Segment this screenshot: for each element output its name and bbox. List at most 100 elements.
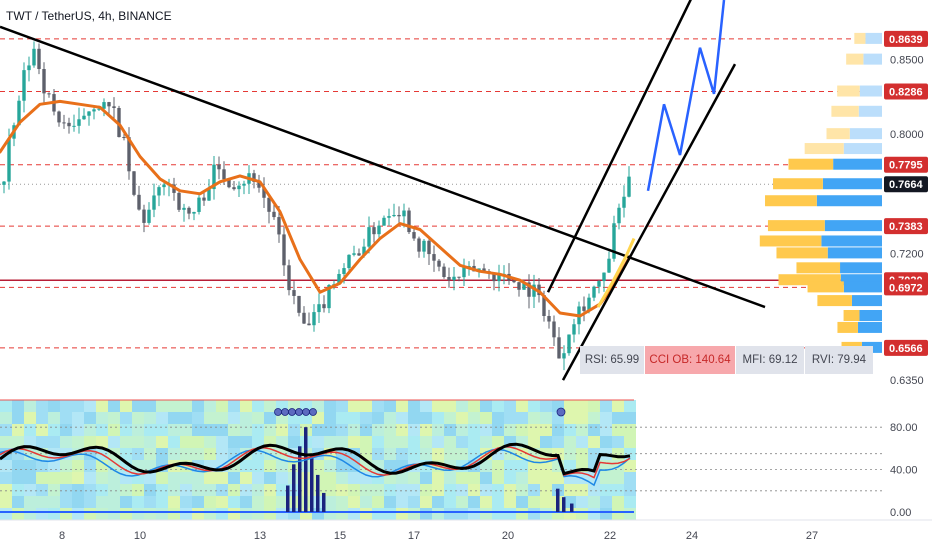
heat-cell: [48, 484, 60, 496]
heat-cell: [348, 508, 360, 520]
candle-body: [317, 304, 321, 313]
heat-cell: [84, 460, 96, 472]
candle-body: [72, 125, 76, 127]
heat-cell: [492, 424, 504, 436]
heat-cell: [216, 436, 228, 448]
price-badge: [884, 156, 928, 173]
heat-cell: [240, 436, 252, 448]
candle-body: [447, 277, 451, 281]
candle-body: [612, 223, 616, 259]
heat-cell: [528, 412, 540, 424]
heat-cell: [252, 508, 264, 520]
heat-cell: [0, 436, 12, 448]
heat-cell: [156, 472, 168, 484]
heat-cell: [312, 460, 324, 472]
heat-cell: [516, 484, 528, 496]
heat-cell: [540, 424, 552, 436]
heat-cell: [432, 424, 444, 436]
heat-cell: [156, 412, 168, 424]
heat-cell: [60, 484, 72, 496]
heat-cell: [480, 400, 492, 412]
candle-body: [67, 122, 71, 127]
heat-cell: [108, 484, 120, 496]
heat-cell: [0, 496, 12, 508]
vp-buy-bar: [843, 143, 882, 155]
heat-cell: [192, 436, 204, 448]
candle-body: [627, 176, 631, 197]
vp-buy-bar: [840, 274, 882, 286]
candle-body: [97, 108, 101, 110]
heat-cell: [516, 400, 528, 412]
osc-histogram-bar: [286, 485, 290, 512]
candle-body: [237, 185, 241, 190]
heat-cell: [612, 424, 624, 436]
signal-marker-icon: [309, 408, 317, 416]
candle-body: [617, 207, 621, 224]
heat-cell: [612, 484, 624, 496]
osc-histogram-bar: [310, 453, 314, 512]
heat-cell: [336, 496, 348, 508]
candle-body: [432, 254, 436, 261]
heat-cell: [624, 460, 636, 472]
price-badge: [884, 30, 928, 47]
heat-cell: [240, 400, 252, 412]
heat-cell: [192, 472, 204, 484]
vp-buy-bar: [824, 220, 882, 232]
heat-cell: [144, 436, 156, 448]
heat-cell: [24, 460, 36, 472]
heat-cell: [576, 436, 588, 448]
candle-body: [2, 181, 6, 185]
heat-cell: [432, 496, 444, 508]
osc-histogram-bar: [304, 427, 308, 512]
heat-cell: [564, 412, 576, 424]
candle-body: [87, 111, 91, 116]
heat-cell: [336, 424, 348, 436]
heat-cell: [444, 436, 456, 448]
heat-cell: [348, 400, 360, 412]
vp-buy-bar: [827, 247, 882, 259]
heat-cell: [72, 436, 84, 448]
heat-cell: [12, 460, 24, 472]
heat-cell: [168, 508, 180, 520]
heat-cell: [372, 412, 384, 424]
heat-cell: [324, 508, 336, 520]
heat-cell: [240, 484, 252, 496]
heat-cell: [216, 496, 228, 508]
candle-body: [192, 211, 196, 214]
heat-cell: [276, 472, 288, 484]
candle-body: [297, 295, 301, 313]
heat-cell: [600, 484, 612, 496]
heat-cell: [84, 484, 96, 496]
candle-body: [82, 115, 86, 120]
heat-cell: [480, 496, 492, 508]
heat-cell: [468, 400, 480, 412]
heat-cell: [108, 496, 120, 508]
heat-cell: [228, 508, 240, 520]
signal-marker-icon: [288, 408, 296, 416]
heat-cell: [108, 400, 120, 412]
vp-sell-bar: [804, 143, 844, 155]
heat-cell: [96, 508, 108, 520]
heat-cell: [624, 472, 636, 484]
heat-cell: [60, 460, 72, 472]
heat-cell: [300, 400, 312, 412]
heat-cell: [360, 436, 372, 448]
heat-cell: [612, 472, 624, 484]
candle-body: [162, 184, 166, 188]
heat-cell: [528, 508, 540, 520]
heat-cell: [96, 496, 108, 508]
heat-cell: [504, 460, 516, 472]
heat-cell: [396, 472, 408, 484]
vp-sell-bar: [817, 295, 852, 307]
heat-cell: [72, 508, 84, 520]
heat-cell: [612, 400, 624, 412]
vp-sell-bar: [854, 32, 866, 44]
candle-body: [207, 189, 211, 201]
heat-cell: [492, 436, 504, 448]
signal-marker-icon: [281, 408, 289, 416]
heat-cell: [480, 472, 492, 484]
heat-cell: [528, 424, 540, 436]
cci-readout: CCI OB: 140.64: [645, 346, 735, 374]
heat-cell: [192, 508, 204, 520]
